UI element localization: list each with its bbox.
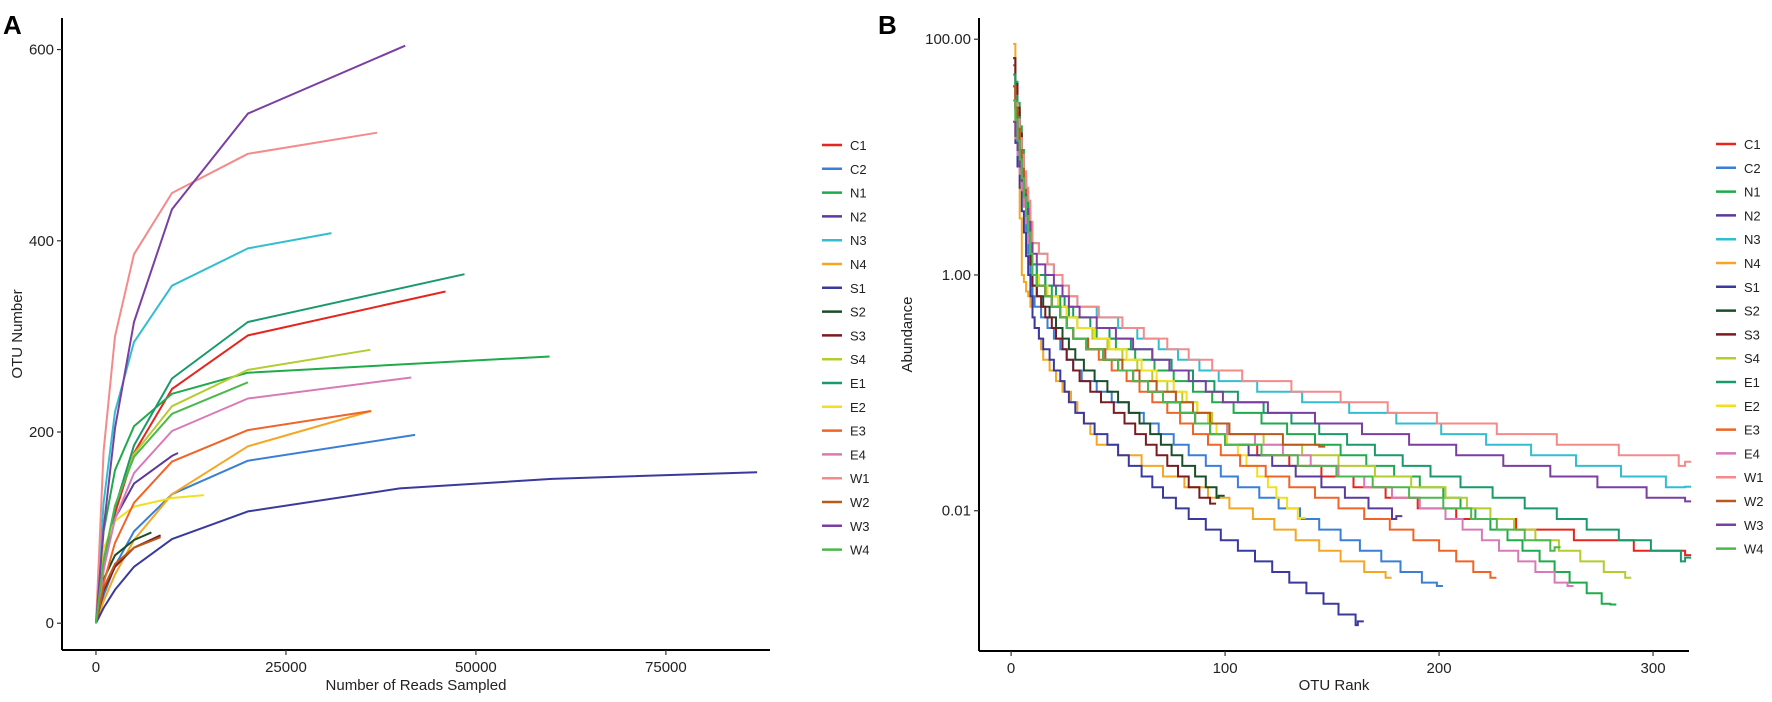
legend-label: E1 [850,376,866,391]
legend-label: S2 [850,305,866,320]
legend-label: W1 [1744,470,1764,485]
legend-label: W3 [850,519,870,534]
series-line-c2 [1013,85,1443,587]
series-line-w1 [95,131,378,624]
legend-label: E4 [850,447,866,462]
y-axis-title: OTU Number [9,289,26,378]
series-line-w4 [95,381,249,624]
panel-a: A 0 25000 50000 75000 0 200 400 600 Number of Rea… [3,10,870,694]
x-tick-label: 75000 [645,659,687,676]
legend-label: C1 [850,138,867,153]
legend-label: W2 [1744,494,1764,509]
series-line-e2 [95,494,204,624]
x-axis-title: Number of Reads Sampled [326,677,507,694]
legend-label: N1 [850,186,867,201]
legend-label: N4 [1744,256,1761,271]
legend-label: E3 [850,424,866,439]
legend-label: C2 [1744,161,1761,176]
y-tick-label: 0 [46,615,54,632]
series-line-n3 [95,232,332,624]
series-line-n3 [1013,99,1692,489]
legend-label: S3 [850,328,866,343]
series-line-w1 [1013,85,1692,467]
y-tick-label: 100.00 [925,31,971,48]
y-tick-label: 200 [29,424,54,441]
series-line-n1 [1013,57,1617,606]
legend-label: N2 [1744,208,1761,223]
series-line-e2 [1013,120,1306,520]
y-tick-label: 1.00 [942,267,971,284]
x-tick-label: 100 [1213,660,1238,677]
series-line-s1 [95,471,758,624]
series-line-w4 [1013,99,1561,552]
series-line-c1 [1013,64,1692,557]
series-line-w3 [1013,120,1692,503]
legend-label: S4 [1744,351,1760,366]
panel-label: B [878,10,897,40]
series-line-n4 [1013,42,1392,579]
legend-label: S1 [850,281,866,296]
series-line-e1 [95,273,465,624]
legend-label: N2 [850,209,867,224]
y-tick-label: 0.01 [942,503,971,520]
x-tick-label: 50000 [455,659,497,676]
legend-label: N4 [850,257,867,272]
legend-label: S2 [1744,304,1760,319]
legend-label: W3 [1744,518,1764,533]
x-axis-title: OTU Rank [1299,677,1370,694]
x-tick-label: 300 [1641,660,1666,677]
legend-label: S4 [850,352,866,367]
legend-label: N3 [1744,232,1761,247]
series-line-w3 [95,44,406,624]
x-tick-label: 0 [1007,660,1015,677]
series-line-s1 [1013,120,1364,627]
legend-label: W4 [850,543,870,558]
x-tick-label: 0 [92,659,100,676]
legend-label: N1 [1744,185,1761,200]
legend-label: E4 [1744,446,1760,461]
panel-b: B 0 100 200 300 100.00 1.00 0.01 OTU Rank Abundan… [878,10,1764,694]
legend-label: E2 [1744,399,1760,414]
legend-label: E2 [850,400,866,415]
y-tick-label: 400 [29,233,54,250]
legend-label: W4 [1744,542,1764,557]
series-line-n1 [95,355,550,624]
legend-label: C2 [850,162,867,177]
series-line-c2 [95,433,416,624]
legend-label: S3 [1744,327,1760,342]
legend-label: E1 [1744,375,1760,390]
legend-label: N3 [850,233,867,248]
series-line-s4 [95,348,371,624]
series-line-s3 [1013,57,1217,505]
panel-label: A [3,10,22,40]
legend-label: C1 [1744,137,1761,152]
series-line-e3 [1013,85,1497,579]
series-line-n2 [1013,85,1403,520]
legend-label: S1 [1744,280,1760,295]
series-line-e4 [95,376,412,624]
series-line-w2 [95,536,161,624]
legend-label: E3 [1744,423,1760,438]
y-axis-title: Abundance [899,297,916,373]
legend-label: W2 [850,495,870,510]
series-line-e3 [95,410,372,624]
y-tick-label: 600 [29,42,54,59]
x-tick-label: 200 [1427,660,1452,677]
legend-label: W1 [850,471,870,486]
x-tick-label: 25000 [265,659,307,676]
